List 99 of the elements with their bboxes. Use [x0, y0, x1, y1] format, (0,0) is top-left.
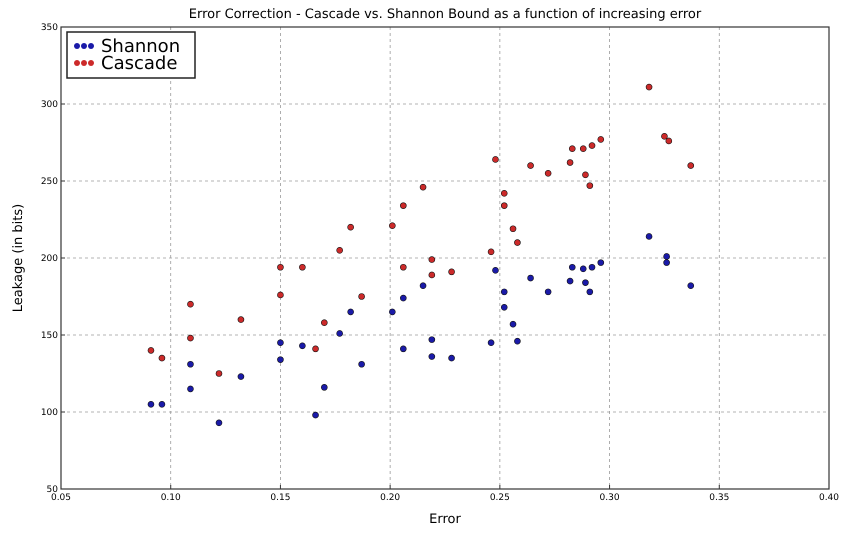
- point: [544, 288, 552, 296]
- x-tick-label: 0.35: [709, 493, 730, 503]
- point: [321, 384, 328, 391]
- point: [566, 159, 574, 166]
- point: [582, 279, 589, 286]
- point: [389, 222, 396, 229]
- point: [666, 138, 672, 144]
- x-tick-label: 0.25: [490, 493, 510, 503]
- point: [336, 247, 343, 254]
- point: [299, 264, 306, 271]
- point: [358, 360, 365, 368]
- point: [586, 182, 594, 189]
- point: [400, 294, 407, 302]
- x-tick-label: 0.40: [818, 493, 840, 503]
- y-tick-label: 350: [40, 23, 58, 33]
- point: [580, 145, 587, 152]
- point: [299, 342, 306, 350]
- x-tick-label: 0.10: [160, 493, 182, 503]
- point: [400, 346, 407, 352]
- y-tick-label: 100: [40, 408, 58, 418]
- point: [420, 282, 426, 290]
- point: [428, 353, 436, 360]
- x-axis-title: Error: [429, 512, 462, 527]
- point: [510, 320, 516, 328]
- point: [187, 300, 194, 308]
- point: [389, 308, 396, 316]
- x-tick-label: 0.05: [50, 493, 72, 503]
- point: [347, 224, 354, 230]
- point: [646, 84, 652, 90]
- chart-title: Error Correction - Cascade vs. Shannon Bound as a function of increasing error: [188, 7, 702, 22]
- y-tick-label: 200: [40, 254, 58, 264]
- point: [277, 356, 284, 363]
- point: [400, 264, 407, 271]
- point: [566, 278, 574, 284]
- y-tick-label: 250: [40, 177, 58, 187]
- point: [187, 334, 194, 342]
- point: [448, 354, 455, 362]
- point: [158, 354, 166, 362]
- point: [277, 339, 284, 346]
- point: [400, 202, 407, 209]
- point: [514, 338, 521, 344]
- point: [312, 346, 319, 352]
- legend-label: Cascade: [101, 53, 178, 74]
- point: [597, 136, 604, 143]
- point: [428, 336, 436, 343]
- point: [238, 373, 244, 380]
- point: [216, 419, 222, 426]
- point: [148, 401, 154, 408]
- point: [448, 268, 455, 276]
- point: [500, 288, 508, 296]
- point: [358, 293, 365, 300]
- point: [216, 370, 222, 377]
- point: [420, 184, 426, 190]
- point: [148, 347, 154, 354]
- x-tick-label: 0.30: [600, 493, 620, 503]
- point: [500, 202, 508, 209]
- point: [510, 225, 516, 232]
- point: [500, 190, 508, 197]
- point: [500, 304, 508, 311]
- point: [661, 133, 668, 140]
- point: [597, 259, 604, 266]
- point: [646, 233, 652, 240]
- point: [321, 319, 328, 326]
- x-tick-label: 0.15: [270, 493, 290, 503]
- point: [488, 248, 494, 256]
- point: [568, 145, 576, 152]
- point: [687, 162, 694, 169]
- point: [663, 259, 670, 266]
- y-tick-label: 50: [46, 485, 58, 495]
- point: [588, 264, 596, 271]
- point: [568, 264, 576, 271]
- y-tick-label: 150: [40, 331, 58, 341]
- point: [277, 264, 284, 271]
- point: [238, 316, 244, 323]
- x-tick-label: 0.20: [380, 493, 400, 503]
- point: [663, 253, 670, 260]
- point: [527, 274, 534, 282]
- point: [428, 272, 436, 278]
- point: [492, 267, 499, 274]
- point: [580, 265, 587, 272]
- point: [158, 401, 166, 408]
- point: [336, 330, 343, 337]
- point: [428, 256, 436, 263]
- point: [514, 239, 521, 246]
- point: [277, 292, 284, 298]
- point: [492, 156, 499, 163]
- y-axis-title: Leakage (in bits): [11, 204, 26, 312]
- point: [488, 339, 494, 346]
- point: [187, 360, 194, 368]
- point: [586, 288, 594, 296]
- point: [187, 386, 194, 392]
- point: [582, 172, 589, 178]
- point: [687, 282, 694, 290]
- point: [544, 170, 552, 177]
- y-tick-label: 300: [40, 100, 58, 110]
- point: [312, 412, 319, 418]
- point: [527, 162, 534, 169]
- point: [588, 142, 596, 149]
- point: [347, 308, 354, 316]
